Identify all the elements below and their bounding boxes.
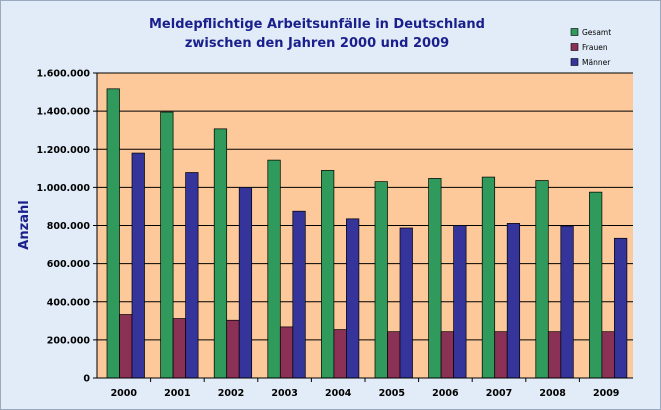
- bar-gesamt-2002: [213, 128, 228, 379]
- bar-mnner-2001: [185, 172, 199, 379]
- bar-mnner-2006: [453, 225, 467, 379]
- legend-swatch: [570, 28, 579, 36]
- bar-frauen-2000: [119, 314, 133, 379]
- bar-mnner-2002: [238, 187, 253, 379]
- x-tick-label: 2007: [486, 388, 512, 399]
- legend: Gesamt Frauen Männer: [570, 28, 611, 67]
- x-tick-label: 2003: [271, 388, 297, 399]
- y-tick-label: 800.000: [47, 221, 91, 232]
- x-tick-label: 2001: [164, 388, 190, 399]
- legend-label: Gesamt: [582, 28, 611, 37]
- x-tick-label: 2000: [111, 388, 138, 399]
- bar-gesamt-2001: [160, 111, 174, 379]
- bar-gesamt-2004: [321, 170, 335, 379]
- bar-frauen-2006: [440, 331, 454, 379]
- y-tick-label: 1.600.000: [37, 69, 91, 80]
- chart-title-line-2: zwischen den Jahren 2000 und 2009: [185, 36, 449, 51]
- bar-frauen-2005: [387, 331, 401, 379]
- bar-mnner-2007: [506, 223, 521, 379]
- bar-frauen-2009: [601, 331, 615, 379]
- bar-frauen-2004: [333, 329, 347, 379]
- bar-mnner-2005: [399, 227, 413, 379]
- bar-gesamt-2007: [481, 176, 496, 379]
- bar-mnner-2009: [614, 237, 628, 379]
- legend-label: Männer: [582, 58, 611, 67]
- x-tick-label: 2008: [539, 388, 566, 399]
- bar-mnner-2000: [131, 152, 145, 379]
- bar-mnner-2004: [346, 218, 360, 379]
- bar-gesamt-2006: [428, 178, 442, 379]
- bar-frauen-2002: [226, 319, 240, 379]
- chart-title-line-1: Meldepflichtige Arbeitsunfälle in Deutsc…: [149, 17, 485, 32]
- y-tick-label: 0: [83, 374, 90, 385]
- bar-gesamt-2009: [589, 191, 603, 379]
- axes: [93, 72, 633, 382]
- legend-label: Frauen: [582, 43, 608, 52]
- bar-frauen-2003: [279, 326, 294, 379]
- bar-gesamt-2003: [267, 159, 281, 379]
- bar-gesamt-2000: [106, 88, 120, 379]
- legend-swatch: [570, 58, 579, 66]
- bar-frauen-2001: [172, 318, 186, 379]
- bar-mnner-2008: [560, 225, 574, 379]
- y-tick-labels: 0 200.000 400.000 600.000 800.000 1.000.000 1.…: [37, 69, 91, 385]
- x-tick-label: 2005: [379, 388, 405, 399]
- bar-gesamt-2008: [535, 180, 549, 379]
- y-tick-label: 1.000.000: [37, 183, 91, 194]
- x-tick-label: 2006: [432, 388, 459, 399]
- bar-frauen-2007: [494, 331, 508, 379]
- y-tick-label: 200.000: [47, 335, 91, 346]
- x-tick-label: 2009: [593, 388, 619, 399]
- y-tick-label: 1.200.000: [37, 145, 91, 156]
- bar-mnner-2003: [292, 210, 306, 379]
- y-tick-label: 400.000: [47, 297, 91, 308]
- bar-frauen-2008: [547, 331, 562, 379]
- x-tick-labels: 2000 2001 2002 2003 2004 2005 2006 2007 2008 2009: [111, 388, 620, 399]
- x-tick-label: 2004: [325, 388, 352, 399]
- bar-gesamt-2005: [374, 181, 388, 379]
- x-tick-label: 2002: [218, 388, 244, 399]
- y-axis-label: Anzahl: [17, 200, 32, 249]
- legend-swatch: [570, 43, 579, 51]
- y-tick-label: 600.000: [47, 259, 91, 270]
- y-tick-label: 1.400.000: [37, 107, 91, 118]
